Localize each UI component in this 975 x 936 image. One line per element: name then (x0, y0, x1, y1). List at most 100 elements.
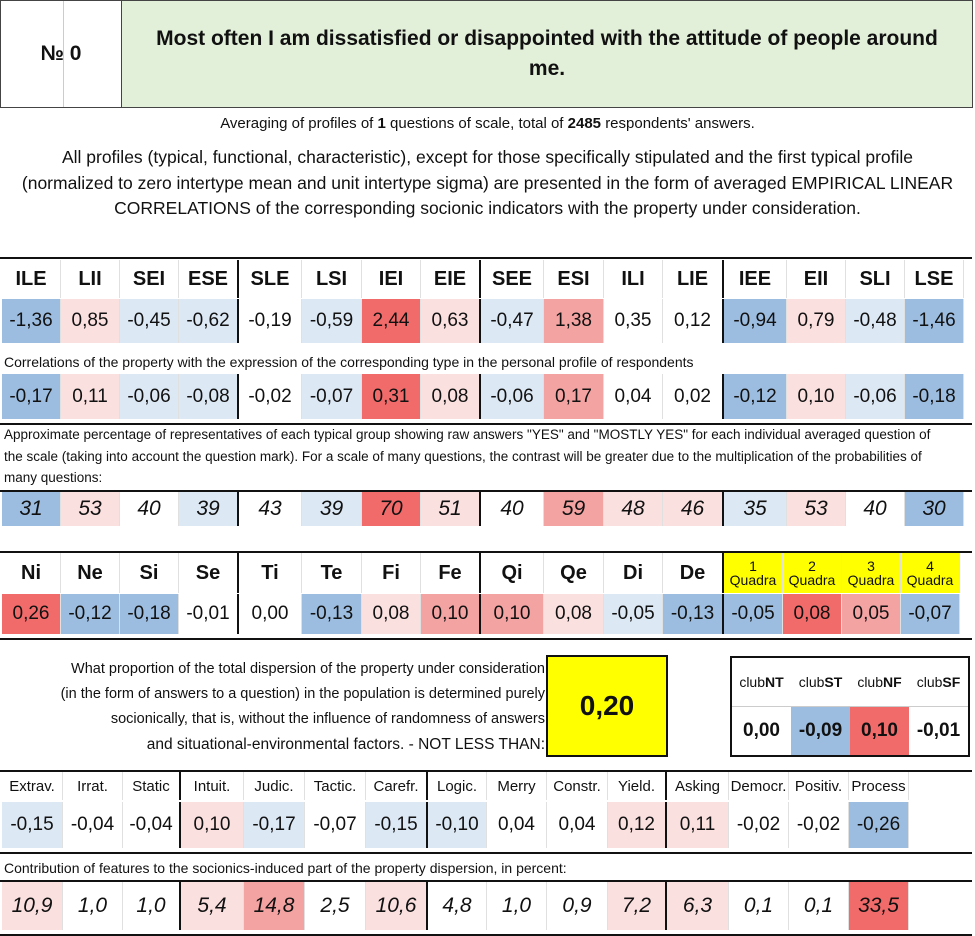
function-value-8: 0,10 (481, 594, 544, 634)
question-title-text: Most often I am dissatisfied or disappoi… (156, 27, 938, 80)
type-label-9: ESI (544, 260, 604, 298)
averaging-line: Averaging of profiles of 1 questions of … (0, 112, 975, 136)
type-percent-cell-8: 40 (481, 492, 544, 526)
type-percent-cell-5: 39 (302, 492, 362, 526)
feature-value-4: -0,17 (244, 802, 305, 848)
question-number-label: № 0 (40, 42, 82, 65)
dispersion-text-main: What proportion of the total dispersion … (60, 661, 545, 727)
dispersion-text-last: and situational-environmental factors. -… (146, 736, 545, 753)
club-code: NT (765, 674, 784, 690)
feature-label-5: Tactic. (305, 772, 366, 800)
quadra-label-1: 2 Quadra (783, 553, 842, 593)
type-profile-cell-5: -0,59 (302, 299, 362, 343)
type-label-13: EII (787, 260, 846, 298)
function-value-7: 0,10 (421, 594, 481, 634)
quadra-value-3: -0,07 (901, 594, 960, 634)
type-corr-cell-10: 0,04 (604, 374, 663, 419)
type-profile-cell-13: 0,79 (787, 299, 846, 343)
club-label-0: club NT (732, 658, 791, 706)
function-label-8: Qi (481, 553, 544, 593)
club-label-3: club SF (909, 658, 968, 706)
type-profile-cell-10: 0,35 (604, 299, 663, 343)
quadra-word: Quadra (847, 572, 895, 588)
type-percent-cell-9: 59 (544, 492, 604, 526)
type-profile-cell-6: 2,44 (362, 299, 421, 343)
type-percent-cell-7: 51 (421, 492, 481, 526)
feature-label-7: Logic. (428, 772, 487, 800)
functions-band (0, 551, 972, 640)
features-band (0, 770, 972, 854)
type-label-4: SLE (239, 260, 302, 298)
feature-label-2: Static (123, 772, 181, 800)
profiles-description: All profiles (typical, functional, chara… (21, 147, 954, 218)
feature-value-0: -0,15 (2, 802, 63, 848)
feature-label-10: Yield. (608, 772, 667, 800)
contribution-note: Contribution of features to the sociоnic… (4, 860, 567, 876)
feature-label-1: Irrat. (63, 772, 123, 800)
type-percent-cell-0: 31 (2, 492, 61, 526)
type-profile-cell-11: 0,12 (663, 299, 724, 343)
quadra-number: 4 (926, 558, 934, 574)
contribution-cell-1: 1,0 (63, 882, 123, 930)
feature-labels-row: Extrav. Irrat. Static Intuit. Judic. Tactic. C… (2, 772, 909, 800)
function-label-7: Fe (421, 553, 481, 593)
feature-value-1: -0,04 (63, 802, 123, 848)
contribution-row: 10,9 1,0 1,0 5,4 14,8 2,5 10,6 4,8 1,0 0,9 7,2 6,3 0… (2, 882, 909, 930)
percent-band (0, 490, 972, 528)
function-value-5: -0,13 (302, 594, 362, 634)
feature-value-13: -0,02 (789, 802, 849, 848)
contribution-cell-4: 14,8 (244, 882, 305, 930)
type-label-15: LSE (905, 260, 964, 298)
type-label-14: SLI (846, 260, 905, 298)
type-percent-cell-3: 39 (179, 492, 239, 526)
type-corr-cell-2: -0,06 (120, 374, 179, 419)
contribution-cell-8: 1,0 (487, 882, 547, 930)
type-profile-cell-0: -1,36 (2, 299, 61, 343)
function-label-1: Ne (61, 553, 120, 593)
type-corr-cell-11: 0,02 (663, 374, 724, 419)
contribution-cell-9: 0,9 (547, 882, 608, 930)
type-percent-cell-1: 53 (61, 492, 120, 526)
club-code: ST (824, 674, 843, 690)
type-profile-cell-8: -0,47 (481, 299, 544, 343)
type-percent-cell-6: 70 (362, 492, 421, 526)
answers-count: 2485 (567, 115, 602, 132)
type-profile-cell-3: -0,62 (179, 299, 239, 343)
club-labels-row: club NT club ST club NF club SF (732, 658, 968, 707)
type-label-8: SEE (481, 260, 544, 298)
feature-value-9: 0,04 (547, 802, 608, 848)
type-corr-cell-4: -0,02 (239, 374, 302, 419)
feature-value-14: -0,26 (849, 802, 909, 848)
type-percent-cell-11: 46 (663, 492, 724, 526)
dispersion-value: 0,20 (546, 655, 668, 757)
function-value-2: -0,18 (120, 594, 179, 634)
type-correlation-row: -0,17 0,11 -0,06 -0,08 -0,02 -0,07 0,31 0,08 -0,… (2, 374, 964, 419)
function-label-3: Se (179, 553, 239, 593)
type-corr-cell-9: 0,17 (544, 374, 604, 419)
quadra-value-0: -0,05 (724, 594, 783, 634)
type-corr-cell-5: -0,07 (302, 374, 362, 419)
contribution-cell-0: 10,9 (2, 882, 63, 930)
feature-label-9: Constr. (547, 772, 608, 800)
feature-label-14: Process (849, 772, 909, 800)
feature-label-3: Intuit. (181, 772, 244, 800)
function-values-row: 0,26 -0,12 -0,18 -0,01 0,00 -0,13 0,08 0,10 0,10… (2, 594, 960, 634)
feature-value-8: 0,04 (487, 802, 547, 848)
quadra-word: Quadra (788, 572, 836, 588)
club-code: NF (883, 674, 902, 690)
club-prefix: club (739, 674, 765, 690)
type-percent-cell-10: 48 (604, 492, 663, 526)
type-profile-cell-4: -0,19 (239, 299, 302, 343)
quadra-number: 2 (808, 558, 816, 574)
contribution-cell-2: 1,0 (123, 882, 181, 930)
type-percent-row: 31 53 40 39 43 39 70 51 40 59 48 46 35 53 40 30 (2, 492, 964, 526)
function-label-6: Fi (362, 553, 421, 593)
function-value-10: -0,05 (604, 594, 663, 634)
type-percent-cell-4: 43 (239, 492, 302, 526)
club-label-2: club NF (850, 658, 909, 706)
club-values-row: 0,00 -0,09 0,10 -0,01 (732, 707, 968, 755)
feature-value-11: 0,11 (667, 802, 729, 848)
type-labels-row: ILE LII SEI ESE SLE LSI IEI EIE SEE ESI ILI LIE IEE E… (2, 260, 964, 298)
feature-value-6: -0,15 (366, 802, 428, 848)
type-corr-cell-12: -0,12 (724, 374, 787, 419)
